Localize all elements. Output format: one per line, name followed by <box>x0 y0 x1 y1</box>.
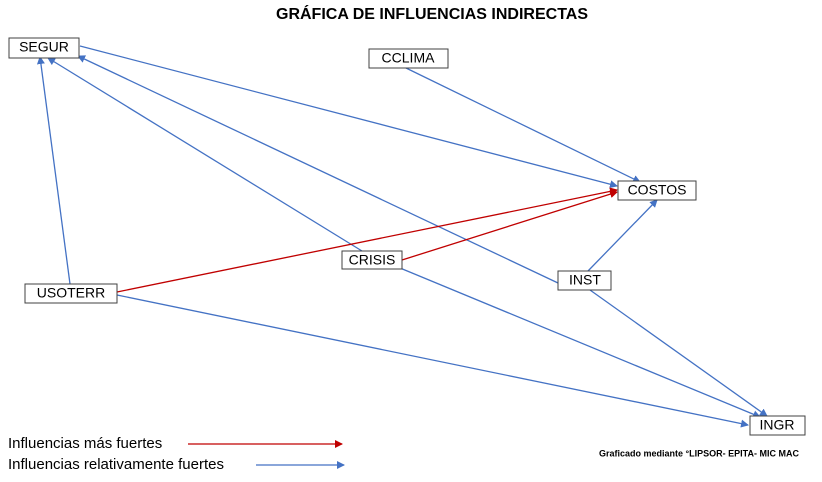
node-label: CRISIS <box>349 252 396 268</box>
node: CRISIS <box>341 250 403 270</box>
edge <box>405 67 641 183</box>
node: USOTERR <box>24 283 118 304</box>
node-label: CCLIMA <box>382 50 436 66</box>
legend-label: Influencias relativamente fuertes <box>8 456 224 473</box>
node: SEGUR <box>8 37 80 59</box>
edge <box>116 187 618 293</box>
node: COSTOS <box>617 180 697 201</box>
edge <box>77 55 559 284</box>
node: CCLIMA <box>368 48 449 69</box>
legend-label: Influencias más fuertes <box>8 435 162 452</box>
edge <box>116 294 749 428</box>
node: INST <box>557 270 612 291</box>
node-label: COSTOS <box>628 182 687 198</box>
edge <box>47 57 363 252</box>
edge <box>36 56 71 285</box>
node-label: SEGUR <box>19 39 69 55</box>
edge <box>589 289 768 417</box>
node-label: INGR <box>760 417 795 433</box>
edge <box>79 45 618 189</box>
credit: Graficado mediante °LIPSOR- EPITA- MIC M… <box>599 448 799 458</box>
node-label: INST <box>569 272 601 288</box>
edge <box>399 267 761 419</box>
edge <box>587 199 658 272</box>
node: INGR <box>749 415 806 436</box>
edges <box>36 45 768 428</box>
title: GRÁFICA DE INFLUENCIAS INDIRECTAS <box>276 4 588 23</box>
node-label: USOTERR <box>37 285 105 301</box>
edge <box>401 190 618 261</box>
